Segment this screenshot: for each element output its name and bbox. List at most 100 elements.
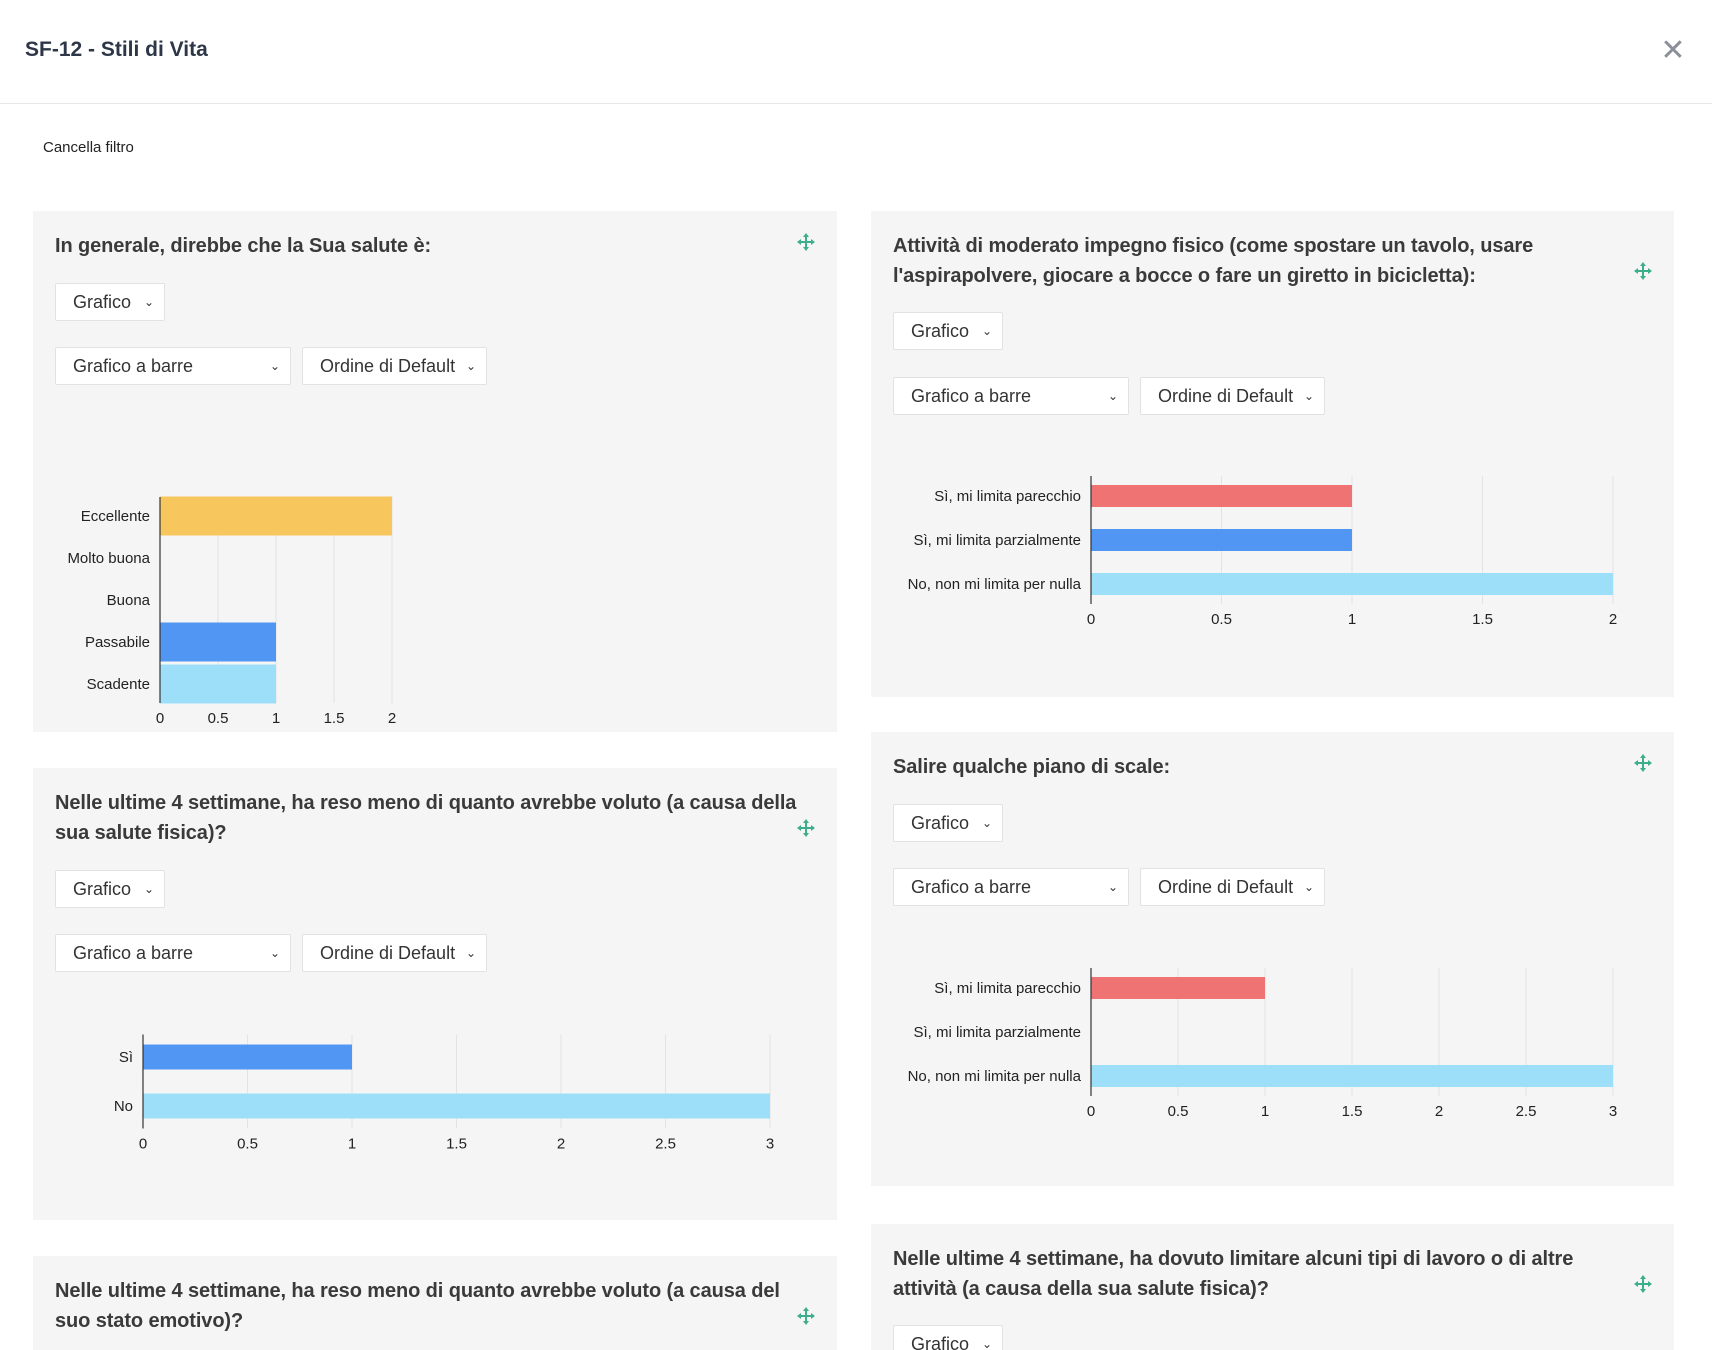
- tick-label: 2: [557, 1136, 565, 1153]
- tick-label: 1: [272, 710, 280, 727]
- order-select[interactable]: Ordine di Default ⌄: [1140, 868, 1325, 906]
- view-select[interactable]: Grafico ⌄: [893, 1325, 1003, 1350]
- chevron-down-icon: ⌄: [981, 1337, 992, 1350]
- chart-type-select-value: Grafico a barre: [911, 877, 1032, 897]
- category-label: Sì, mi limita parecchio: [934, 488, 1081, 505]
- tick-label: 2: [1435, 1103, 1443, 1120]
- card-title: Nelle ultime 4 settimane, ha reso meno d…: [55, 792, 797, 844]
- view-select[interactable]: Grafico ⌄: [55, 870, 165, 908]
- bar-chart: Sì, mi limita parecchio Sì, mi limita par…: [908, 476, 1617, 628]
- close-icon[interactable]: ✕: [1660, 34, 1686, 67]
- category-label: Scadente: [87, 676, 150, 693]
- bar: [1091, 573, 1613, 595]
- chart-card-physical-health: Nelle ultime 4 settimane, ha reso meno d…: [33, 768, 837, 1220]
- order-select-value: Ordine di Default: [1158, 386, 1294, 406]
- move-icon[interactable]: [797, 1307, 815, 1325]
- tick-label: 2.5: [1516, 1103, 1537, 1120]
- chevron-down-icon: ⌄: [981, 324, 992, 338]
- chevron-down-icon: ⌄: [143, 295, 154, 309]
- card-title: Nelle ultime 4 settimane, ha reso meno d…: [55, 1280, 780, 1332]
- bar: [160, 664, 276, 704]
- chevron-down-icon: ⌄: [1107, 880, 1118, 894]
- view-select-value: Grafico: [911, 813, 970, 833]
- chevron-down-icon: ⌄: [269, 946, 280, 960]
- tick-label: 1.5: [446, 1136, 467, 1153]
- view-select-value: Grafico: [73, 292, 132, 312]
- chart-card-work-limitation: Nelle ultime 4 settimane, ha dovuto limi…: [871, 1224, 1674, 1350]
- category-label: No, non mi limita per nulla: [908, 1068, 1082, 1085]
- chevron-down-icon: ⌄: [1303, 389, 1314, 403]
- card-title: Nelle ultime 4 settimane, ha dovuto limi…: [893, 1248, 1574, 1300]
- tick-label: 0.5: [1211, 611, 1232, 628]
- tick-label: 2: [388, 710, 396, 727]
- category-label: Buona: [107, 592, 151, 609]
- view-select-value: Grafico: [911, 1334, 970, 1350]
- tick-label: 1.5: [324, 710, 345, 727]
- move-icon[interactable]: [797, 233, 815, 251]
- move-icon[interactable]: [1634, 262, 1652, 280]
- tick-label: 3: [1609, 1103, 1617, 1120]
- bar: [160, 622, 276, 662]
- card-title: Attività di moderato impegno fisico (com…: [893, 235, 1534, 287]
- move-icon[interactable]: [1634, 1275, 1652, 1293]
- chevron-down-icon: ⌄: [1107, 389, 1118, 403]
- chart-card-stairs: Salire qualche piano di scale: Grafico ⌄ …: [871, 732, 1674, 1186]
- tick-label: 0.5: [1168, 1103, 1189, 1120]
- chart-card-emotional: Nelle ultime 4 settimane, ha reso meno d…: [33, 1256, 837, 1350]
- chevron-down-icon: ⌄: [1303, 880, 1314, 894]
- chart-type-select[interactable]: Grafico a barre ⌄: [55, 934, 291, 972]
- tick-label: 0: [1087, 1103, 1095, 1120]
- bar: [1091, 977, 1265, 999]
- order-select-value: Ordine di Default: [320, 943, 456, 963]
- tick-label: 2: [1609, 611, 1617, 628]
- bar-chart: Sì No 0 0.5 1 1.5 2 2.5 3: [114, 1034, 774, 1153]
- category-label: Molto buona: [67, 550, 150, 567]
- clear-filter-link[interactable]: Cancella filtro: [43, 139, 134, 156]
- tick-label: 0: [1087, 611, 1095, 628]
- category-label: Eccellente: [81, 508, 150, 525]
- chart-card-moderate-activity: Attività di moderato impegno fisico (com…: [871, 211, 1674, 697]
- view-select[interactable]: Grafico ⌄: [893, 804, 1003, 842]
- tick-label: 0.5: [208, 710, 229, 727]
- chart-type-select-value: Grafico a barre: [73, 356, 194, 376]
- move-icon[interactable]: [797, 819, 815, 837]
- tick-label: 0: [139, 1136, 147, 1153]
- bar: [143, 1093, 770, 1119]
- order-select[interactable]: Ordine di Default ⌄: [302, 347, 487, 385]
- tick-label: 1: [348, 1136, 356, 1153]
- tick-label: 1.5: [1472, 611, 1493, 628]
- bar: [1091, 485, 1352, 507]
- bar: [1091, 1065, 1613, 1087]
- chevron-down-icon: ⌄: [143, 882, 154, 896]
- chart-type-select-value: Grafico a barre: [911, 386, 1032, 406]
- card-title: In generale, direbbe che la Sua salute è…: [55, 235, 432, 257]
- category-label: Sì, mi limita parzialmente: [913, 532, 1081, 549]
- tick-label: 1: [1348, 611, 1356, 628]
- view-select[interactable]: Grafico ⌄: [55, 283, 165, 321]
- chevron-down-icon: ⌄: [465, 946, 476, 960]
- move-icon[interactable]: [1634, 754, 1652, 772]
- order-select[interactable]: Ordine di Default ⌄: [1140, 377, 1325, 415]
- category-label: No: [114, 1098, 133, 1115]
- category-label: Sì: [119, 1049, 133, 1066]
- tick-label: 0: [156, 710, 164, 727]
- chart-type-select-value: Grafico a barre: [73, 943, 194, 963]
- modal-title: SF-12 - Stili di Vita: [25, 38, 208, 61]
- chart-type-select[interactable]: Grafico a barre ⌄: [893, 377, 1129, 415]
- tick-label: 0.5: [237, 1136, 258, 1153]
- modal-header: SF-12 - Stili di Vita ✕: [0, 0, 1712, 104]
- bar-chart: Sì, mi limita parecchio Sì, mi limita par…: [908, 968, 1617, 1120]
- chevron-down-icon: ⌄: [465, 359, 476, 373]
- category-label: Sì, mi limita parzialmente: [913, 1024, 1081, 1041]
- chart-type-select[interactable]: Grafico a barre ⌄: [893, 868, 1129, 906]
- view-select-value: Grafico: [911, 321, 970, 341]
- order-select[interactable]: Ordine di Default ⌄: [302, 934, 487, 972]
- view-select-value: Grafico: [73, 879, 132, 899]
- view-select[interactable]: Grafico ⌄: [893, 312, 1003, 350]
- chevron-down-icon: ⌄: [269, 359, 280, 373]
- tick-label: 1: [1261, 1103, 1269, 1120]
- bar: [160, 496, 392, 536]
- category-label: Sì, mi limita parecchio: [934, 980, 1081, 997]
- chart-type-select[interactable]: Grafico a barre ⌄: [55, 347, 291, 385]
- bar-chart: Eccellente Molto buona Buona Passabile Scade…: [67, 496, 396, 727]
